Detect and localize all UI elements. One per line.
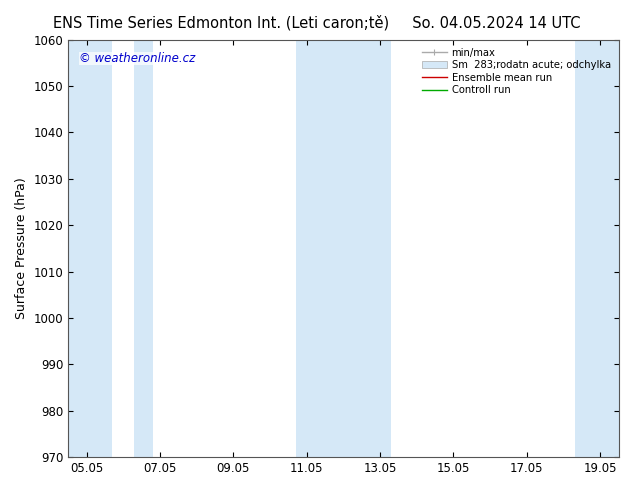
Bar	[134, 40, 153, 457]
Legend: min/max, Sm  283;rodatn acute; odchylka, Ensemble mean run, Controll run: min/max, Sm 283;rodatn acute; odchylka, …	[418, 45, 614, 98]
Bar	[295, 40, 391, 457]
Y-axis label: Surface Pressure (hPa): Surface Pressure (hPa)	[15, 177, 28, 319]
Bar	[574, 40, 619, 457]
Bar	[68, 40, 112, 457]
Text: ENS Time Series Edmonton Int. (Leti caron;tě)     So. 04.05.2024 14 UTC: ENS Time Series Edmonton Int. (Leti caro…	[53, 15, 581, 30]
Text: © weatheronline.cz: © weatheronline.cz	[79, 52, 195, 65]
